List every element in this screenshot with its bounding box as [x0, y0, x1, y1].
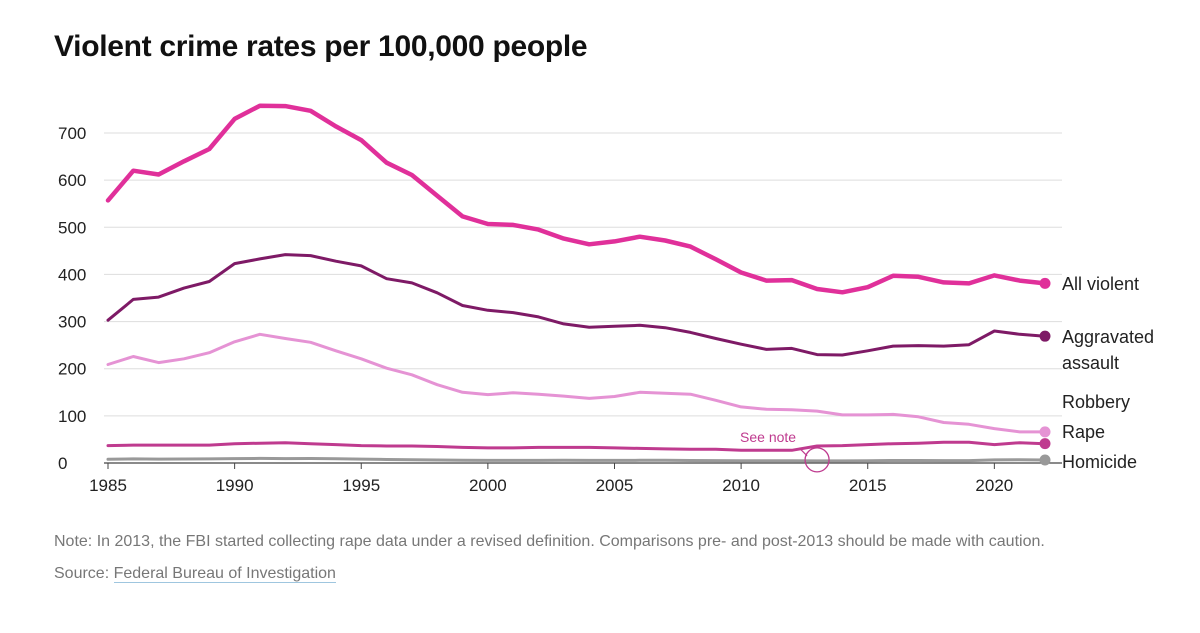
y-tick-label-400: 400	[58, 265, 86, 284]
annotation-see-note: See note	[740, 429, 796, 445]
series-line-robbery	[106, 332, 1047, 434]
y-tick-label-100: 100	[58, 407, 86, 426]
series-label-homicide: Homicide	[1062, 452, 1137, 472]
end-marker-homicide	[1039, 454, 1051, 466]
annotation-leader	[798, 447, 808, 457]
x-tick-label-1995: 1995	[342, 476, 380, 495]
source-link[interactable]: Federal Bureau of Investigation	[113, 565, 336, 583]
y-tick-label-0: 0	[58, 454, 67, 473]
x-tick-label-1985: 1985	[89, 476, 127, 495]
end-marker-robbery	[1039, 426, 1051, 438]
x-tick-label-2005: 2005	[596, 476, 634, 495]
x-tick-label-2010: 2010	[722, 476, 760, 495]
series-line-homicide	[106, 456, 1047, 463]
y-tick-label-600: 600	[58, 171, 86, 190]
series-label-all-violent: All violent	[1062, 274, 1139, 294]
chart-title: Violent crime rates per 100,000 people	[54, 30, 588, 63]
axes: 0 100 200 300 400 500 600 700 1985 1990 1995 2000 20…	[58, 124, 1062, 495]
x-tick-label-2020: 2020	[975, 476, 1013, 495]
annotation-circle	[804, 447, 830, 473]
end-marker-all-violent	[1039, 277, 1051, 289]
series-lines	[105, 103, 1051, 466]
y-tick-label-500: 500	[58, 218, 86, 237]
x-tick-label-2000: 2000	[469, 476, 507, 495]
y-tick-label-200: 200	[58, 360, 86, 379]
series-label-aggravated-assault: Aggravated	[1062, 327, 1154, 347]
end-marker-rape	[1039, 438, 1051, 450]
y-tick-label-700: 700	[58, 124, 86, 143]
series-label-rape: Rape	[1062, 422, 1105, 442]
series-line-all-violent	[105, 103, 1048, 295]
end-marker-aggravated-assault	[1039, 330, 1051, 342]
y-tick-label-300: 300	[58, 313, 86, 332]
source-line: Source: Federal Bureau of Investigation	[54, 565, 336, 583]
footnote: Note: In 2013, the FBI started collectin…	[54, 533, 1045, 550]
series-labels: All violent Aggravated assault Robbery Rape H…	[1062, 274, 1154, 472]
series-label-aggravated-assault-1: assault	[1062, 353, 1119, 373]
series-line-aggravated-assault	[106, 253, 1047, 357]
annotations: See note	[740, 429, 830, 473]
series-line-rape	[106, 440, 1047, 452]
grid-lines	[104, 132, 1062, 417]
source-prefix: Source:	[54, 565, 114, 582]
x-tick-label-1990: 1990	[216, 476, 254, 495]
series-label-robbery: Robbery	[1062, 392, 1130, 412]
x-tick-label-2015: 2015	[849, 476, 887, 495]
